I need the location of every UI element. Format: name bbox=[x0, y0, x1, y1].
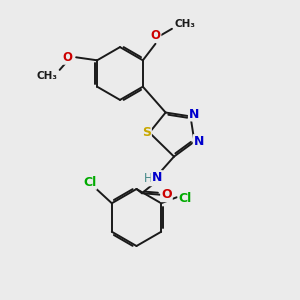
Text: N: N bbox=[194, 135, 204, 148]
Text: S: S bbox=[142, 126, 151, 139]
Text: Cl: Cl bbox=[83, 176, 96, 189]
Text: O: O bbox=[63, 51, 73, 64]
Text: Cl: Cl bbox=[178, 192, 192, 205]
Text: N: N bbox=[152, 171, 162, 184]
Text: CH₃: CH₃ bbox=[174, 19, 195, 29]
Text: H: H bbox=[144, 172, 153, 185]
Text: CH₃: CH₃ bbox=[37, 71, 58, 81]
Text: O: O bbox=[161, 188, 172, 201]
Text: N: N bbox=[189, 107, 199, 121]
Text: O: O bbox=[151, 29, 160, 42]
